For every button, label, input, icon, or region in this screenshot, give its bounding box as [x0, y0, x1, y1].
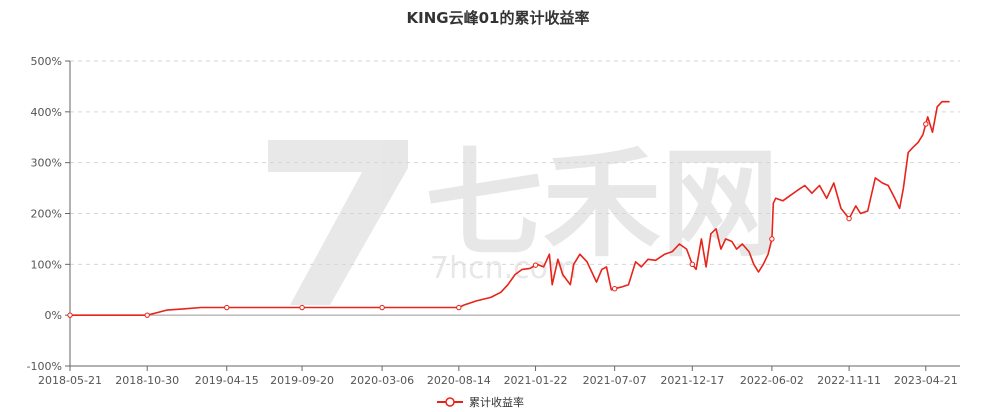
- chart-title: KING云峰01的累计收益率: [407, 9, 590, 27]
- x-tick-label: 2023-04-21: [894, 374, 958, 387]
- x-tick-label: 2019-04-15: [195, 374, 259, 387]
- x-tick-label: 2020-03-06: [350, 374, 414, 387]
- series-marker[interactable]: [846, 215, 852, 222]
- series-marker[interactable]: [611, 286, 618, 292]
- watermark-text: 七禾网: [425, 135, 779, 273]
- series-marker[interactable]: [532, 262, 539, 268]
- grid: [70, 60, 960, 316]
- watermark-logo-icon: [268, 140, 408, 305]
- series-marker[interactable]: [456, 304, 462, 311]
- legend-series-label: 累计收益率: [469, 395, 524, 409]
- x-tick-label: 2021-07-07: [583, 374, 647, 387]
- y-tick-label: 0%: [45, 309, 62, 322]
- x-tick-label: 2018-10-30: [115, 374, 179, 387]
- x-tick-label: 2022-06-02: [740, 374, 804, 387]
- x-tick-label: 2020-08-14: [427, 374, 491, 387]
- watermark: 七禾网 7hcn.com: [268, 135, 779, 305]
- series-marker[interactable]: [689, 261, 696, 268]
- series-group: [67, 100, 950, 318]
- y-tick-label: 100%: [31, 258, 62, 271]
- y-axis: 500% 400% 300% 200% 100% 0% -100%: [27, 55, 71, 373]
- x-axis: 2018-05-21 2018-10-30 2019-04-15 2019-09-20…: [38, 365, 960, 387]
- y-tick-label: 200%: [31, 208, 62, 221]
- legend[interactable]: 累计收益率: [437, 395, 524, 409]
- x-tick-label: 2021-12-17: [660, 374, 724, 387]
- x-tick-label: 2019-09-20: [270, 374, 334, 387]
- y-tick-label: 400%: [31, 106, 62, 119]
- series-line: [70, 100, 950, 317]
- series-marker[interactable]: [224, 304, 230, 311]
- x-tick-label: 2021-01-22: [504, 374, 568, 387]
- series-marker[interactable]: [299, 304, 305, 311]
- series-marker[interactable]: [67, 312, 73, 318]
- x-tick-label: 2018-05-21: [38, 374, 102, 387]
- legend-marker-icon: [445, 397, 455, 407]
- series-marker[interactable]: [144, 312, 150, 318]
- series-marker[interactable]: [923, 121, 929, 127]
- y-tick-label: 500%: [31, 55, 62, 68]
- y-tick-label: 300%: [31, 157, 62, 170]
- series-marker[interactable]: [379, 304, 385, 311]
- x-tick-label: 2022-11-11: [817, 374, 881, 387]
- y-tick-label: -100%: [27, 360, 62, 373]
- series-marker[interactable]: [769, 236, 775, 242]
